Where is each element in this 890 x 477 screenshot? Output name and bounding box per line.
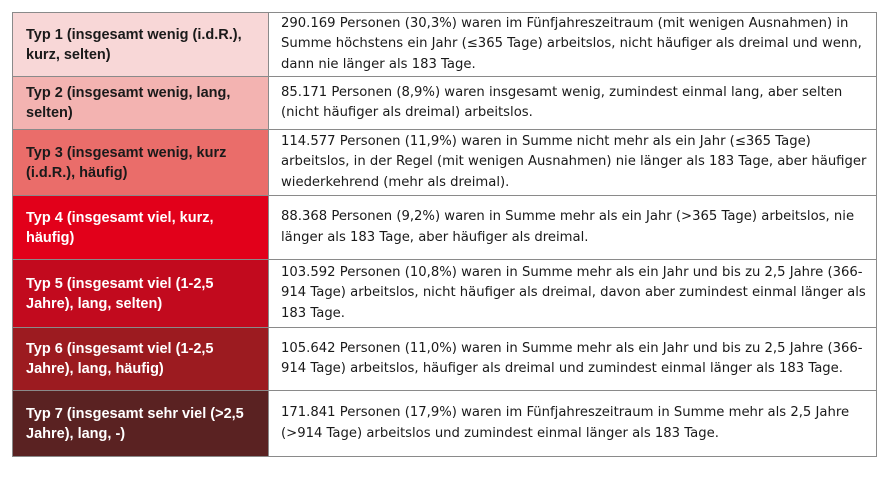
description-cell: 114.577 Personen (11,9%) waren in Summe … xyxy=(268,129,877,196)
type-label-cell: Typ 2 (insgesamt wenig, lang, selten) xyxy=(12,76,269,130)
table-row: Typ 4 (insgesamt viel, kurz, häufig) 88.… xyxy=(12,195,877,260)
table-row: Typ 6 (insgesamt viel (1-2,5 Jahre), lan… xyxy=(12,327,877,391)
description-cell: 88.368 Personen (9,2%) waren in Summe me… xyxy=(268,195,877,260)
table-row: Typ 3 (insgesamt wenig, kurz (i.d.R.), h… xyxy=(12,129,877,196)
description-cell: 103.592 Personen (10,8%) waren in Summe … xyxy=(268,259,877,328)
type-label-cell: Typ 5 (insgesamt viel (1-2,5 Jahre), lan… xyxy=(12,259,269,328)
description-cell: 171.841 Personen (17,9%) waren im Fünfja… xyxy=(268,390,877,457)
description-cell: 290.169 Personen (30,3%) waren im Fünfja… xyxy=(268,12,877,77)
table-row: Typ 2 (insgesamt wenig, lang, selten) 85… xyxy=(12,76,877,130)
description-cell: 105.642 Personen (11,0%) waren in Summe … xyxy=(268,327,877,391)
table-row: Typ 1 (insgesamt wenig (i.d.R.), kurz, s… xyxy=(12,12,877,77)
table-row: Typ 5 (insgesamt viel (1-2,5 Jahre), lan… xyxy=(12,259,877,328)
type-label-cell: Typ 3 (insgesamt wenig, kurz (i.d.R.), h… xyxy=(12,129,269,196)
table-row: Typ 7 (insgesamt sehr viel (>2,5 Jahre),… xyxy=(12,390,877,457)
type-label-cell: Typ 4 (insgesamt viel, kurz, häufig) xyxy=(12,195,269,260)
type-label-cell: Typ 7 (insgesamt sehr viel (>2,5 Jahre),… xyxy=(12,390,269,457)
unemployment-types-table: Typ 1 (insgesamt wenig (i.d.R.), kurz, s… xyxy=(12,12,877,457)
type-label-cell: Typ 1 (insgesamt wenig (i.d.R.), kurz, s… xyxy=(12,12,269,77)
type-label-cell: Typ 6 (insgesamt viel (1-2,5 Jahre), lan… xyxy=(12,327,269,391)
description-cell: 85.171 Personen (8,9%) waren insgesamt w… xyxy=(268,76,877,130)
